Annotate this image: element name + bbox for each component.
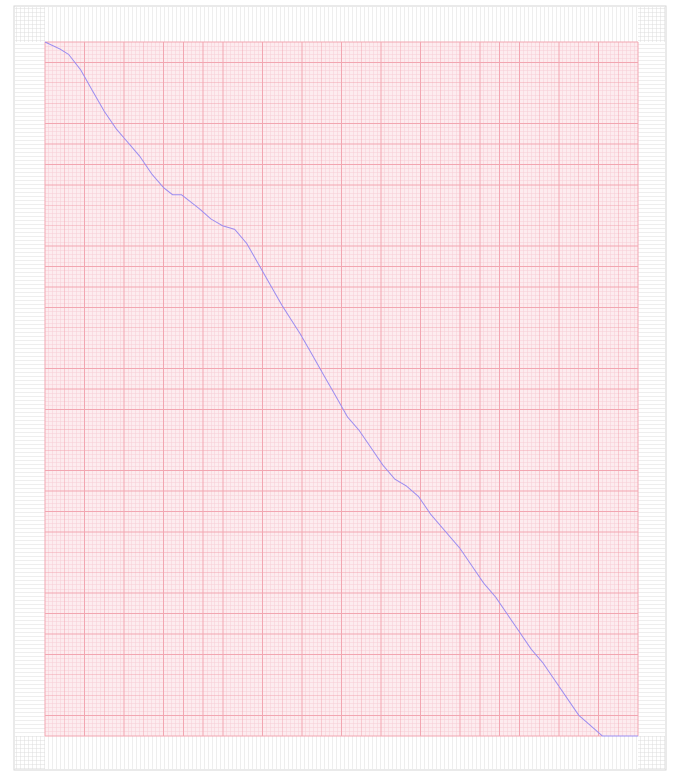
outer-tick-marks xyxy=(15,7,665,769)
series-layer xyxy=(44,41,638,737)
series-line-0 xyxy=(44,41,638,737)
grid-major-lines xyxy=(44,41,639,737)
